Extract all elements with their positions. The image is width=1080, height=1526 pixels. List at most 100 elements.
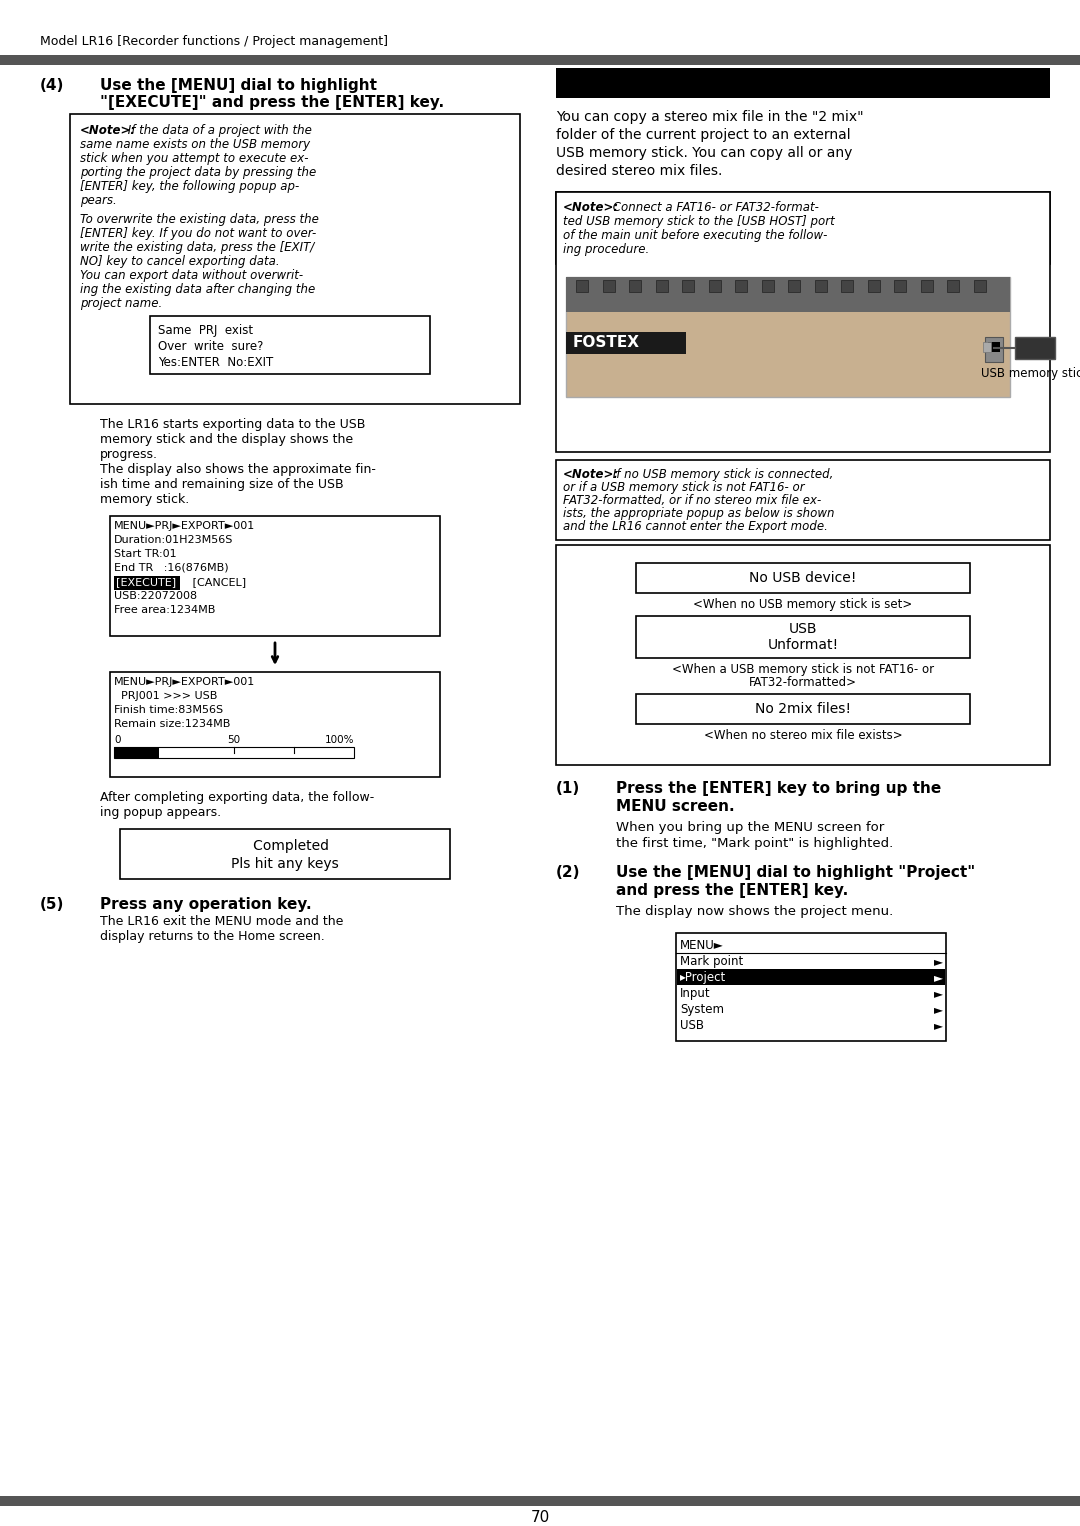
Text: The display now shows the project menu.: The display now shows the project menu. — [616, 905, 893, 919]
Text: or if a USB memory stick is not FAT16- or: or if a USB memory stick is not FAT16- o… — [563, 481, 805, 494]
Text: (1): (1) — [556, 781, 580, 797]
Bar — [0, 1495, 1080, 1506]
Text: When you bring up the MENU screen for: When you bring up the MENU screen for — [616, 821, 885, 835]
Bar — [114, 748, 354, 758]
Text: No 2mix files!: No 2mix files! — [755, 702, 851, 716]
Text: Remain size:1234MB: Remain size:1234MB — [114, 719, 230, 729]
Text: Connect a FAT16- or FAT32-format-: Connect a FAT16- or FAT32-format- — [609, 201, 819, 214]
Text: Model LR16 [Recorder functions / Project management]: Model LR16 [Recorder functions / Project… — [40, 35, 388, 47]
Text: 0: 0 — [114, 736, 121, 745]
Text: progress.: progress. — [100, 449, 158, 461]
Bar — [110, 516, 440, 636]
Bar — [920, 279, 932, 291]
Circle shape — [737, 282, 745, 290]
Circle shape — [658, 282, 665, 290]
Bar — [636, 617, 970, 658]
Bar — [761, 279, 773, 291]
Text: (2): (2) — [556, 865, 581, 881]
Circle shape — [681, 313, 696, 327]
Text: ing procedure.: ing procedure. — [563, 243, 649, 256]
Bar — [603, 279, 615, 291]
Text: ing the existing data after changing the: ing the existing data after changing the — [80, 282, 315, 296]
Circle shape — [711, 282, 718, 290]
Bar — [556, 459, 1050, 540]
Circle shape — [840, 313, 854, 327]
Bar — [947, 279, 959, 291]
Text: Use the [MENU] dial to highlight: Use the [MENU] dial to highlight — [100, 78, 377, 93]
Text: Duration:01H23M56S: Duration:01H23M56S — [114, 536, 233, 545]
Text: MENU►PRJ►EXPORT►001: MENU►PRJ►EXPORT►001 — [114, 678, 255, 687]
Text: To overwrite the existing data, press the: To overwrite the existing data, press th… — [80, 214, 319, 226]
Text: Completed: Completed — [241, 839, 329, 853]
Bar — [983, 342, 991, 353]
Text: MENU►PRJ►EXPORT►001: MENU►PRJ►EXPORT►001 — [114, 520, 255, 531]
Bar — [110, 671, 440, 777]
Text: porting the project data by pressing the: porting the project data by pressing the — [80, 166, 316, 179]
Text: [ENTER] key, the following popup ap-: [ENTER] key, the following popup ap- — [80, 180, 299, 192]
Text: project name.: project name. — [80, 298, 162, 310]
Text: 100%: 100% — [324, 736, 354, 745]
Bar — [988, 342, 1000, 353]
Circle shape — [605, 282, 612, 290]
Text: USB memory stick. You can copy all or any: USB memory stick. You can copy all or an… — [556, 146, 852, 160]
Bar — [556, 192, 1050, 452]
Bar — [114, 575, 180, 591]
Text: Finish time:83M56S: Finish time:83M56S — [114, 705, 224, 716]
Text: You can export data without overwrit-: You can export data without overwrit- — [80, 269, 303, 282]
Text: FOSTEX: FOSTEX — [573, 336, 640, 349]
Circle shape — [896, 282, 904, 290]
Bar — [894, 279, 906, 291]
Text: ►: ► — [934, 987, 943, 1000]
Text: Pls hit any keys: Pls hit any keys — [231, 858, 339, 871]
Bar — [973, 279, 986, 291]
Bar — [676, 932, 946, 1041]
Text: memory stick.: memory stick. — [100, 493, 189, 507]
Text: 50: 50 — [228, 736, 241, 745]
Text: ish time and remaining size of the USB: ish time and remaining size of the USB — [100, 478, 343, 491]
Text: MENU screen.: MENU screen. — [616, 800, 734, 813]
Bar — [636, 563, 970, 594]
Text: Press the [ENTER] key to bring up the: Press the [ENTER] key to bring up the — [616, 781, 942, 797]
Text: same name exists on the USB memory: same name exists on the USB memory — [80, 137, 310, 151]
Bar — [677, 969, 945, 984]
Circle shape — [949, 282, 957, 290]
Bar — [150, 316, 430, 374]
Text: Unformat!: Unformat! — [768, 638, 838, 652]
Text: ►: ► — [934, 1003, 943, 1016]
Text: No USB device!: No USB device! — [750, 571, 856, 584]
Text: MENU►: MENU► — [680, 938, 724, 952]
Bar — [1015, 337, 1055, 359]
Circle shape — [843, 282, 851, 290]
Text: memory stick and the display shows the: memory stick and the display shows the — [100, 433, 353, 446]
Text: <Note>:: <Note>: — [80, 124, 136, 137]
Text: If no USB memory stick is connected,: If no USB memory stick is connected, — [609, 468, 834, 481]
Text: USB: USB — [788, 623, 818, 636]
Text: ists, the appropriate popup as below is shown: ists, the appropriate popup as below is … — [563, 507, 835, 520]
Bar — [566, 278, 1010, 311]
Text: Yes:ENTER  No:EXIT: Yes:ENTER No:EXIT — [158, 356, 273, 369]
Circle shape — [764, 282, 771, 290]
Text: ►: ► — [934, 955, 943, 967]
Bar — [841, 279, 853, 291]
Circle shape — [631, 282, 639, 290]
Text: You can copy a stereo mix file in the "2 mix": You can copy a stereo mix file in the "2… — [556, 110, 864, 124]
Text: <Note>:: <Note>: — [563, 201, 619, 214]
Text: The LR16 exit the MENU mode and the: The LR16 exit the MENU mode and the — [100, 916, 343, 928]
Bar — [788, 279, 800, 291]
Text: USB: USB — [680, 1019, 704, 1032]
Text: FAT32-formatted>: FAT32-formatted> — [750, 676, 858, 690]
Circle shape — [789, 282, 798, 290]
Text: [ENTER] key. If you do not want to over-: [ENTER] key. If you do not want to over- — [80, 227, 316, 240]
Circle shape — [578, 282, 586, 290]
Bar — [867, 279, 879, 291]
Text: [EXECUTE]: [EXECUTE] — [116, 577, 176, 588]
Circle shape — [684, 282, 692, 290]
Bar — [681, 279, 694, 291]
Text: Over  write  sure?: Over write sure? — [158, 340, 264, 353]
Text: Use the [MENU] dial to highlight "Project": Use the [MENU] dial to highlight "Projec… — [616, 865, 975, 881]
Text: Start TR:01: Start TR:01 — [114, 549, 177, 559]
Text: ing popup appears.: ing popup appears. — [100, 806, 221, 819]
Text: <When a USB memory stick is not FAT16- or: <When a USB memory stick is not FAT16- o… — [672, 662, 934, 676]
Bar — [708, 279, 720, 291]
Text: ►: ► — [934, 1019, 943, 1032]
